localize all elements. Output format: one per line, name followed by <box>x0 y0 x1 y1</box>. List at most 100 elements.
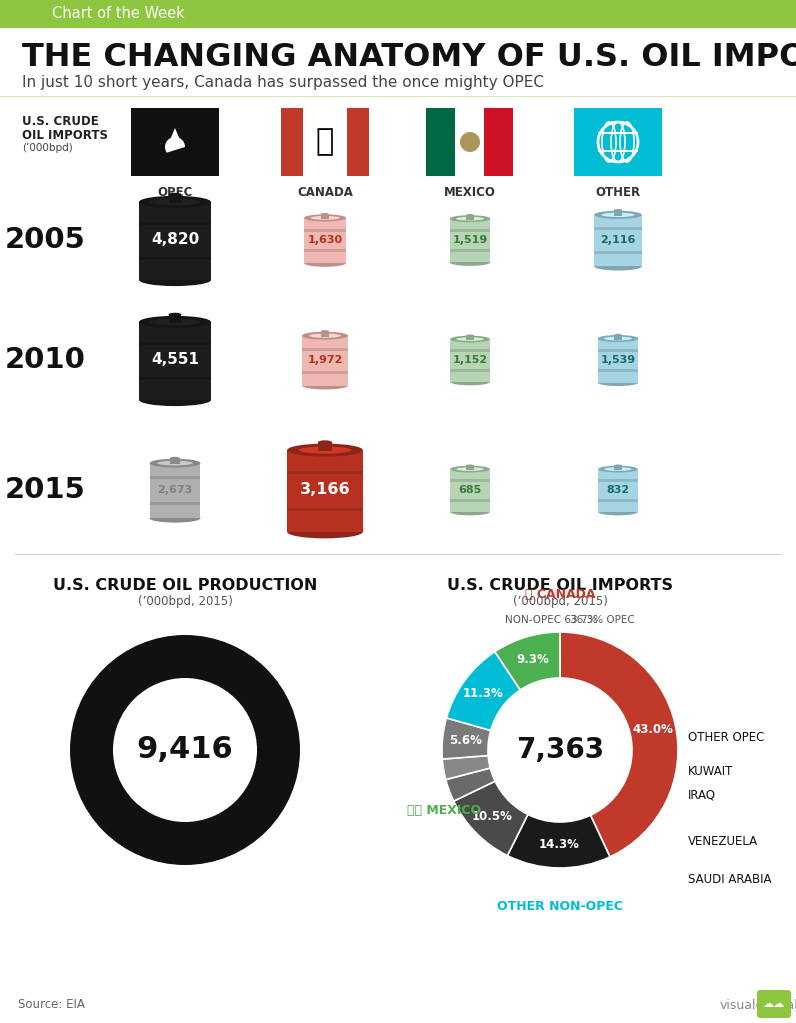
Bar <box>614 210 622 216</box>
Ellipse shape <box>466 214 474 216</box>
Bar <box>574 108 662 176</box>
Bar <box>347 108 369 176</box>
Ellipse shape <box>150 458 201 468</box>
Bar <box>598 132 638 134</box>
Bar <box>150 502 201 504</box>
Text: SAUDI ARABIA: SAUDI ARABIA <box>688 874 771 887</box>
Ellipse shape <box>460 132 480 152</box>
Text: U.S. CRUDE: U.S. CRUDE <box>22 115 99 128</box>
Ellipse shape <box>287 444 363 456</box>
Text: THE CHANGING ANATOMY OF U.S. OIL IMPORTS: THE CHANGING ANATOMY OF U.S. OIL IMPORTS <box>22 43 796 74</box>
Bar <box>598 150 638 151</box>
Text: OTHER NON-OPEC: OTHER NON-OPEC <box>497 899 623 913</box>
Ellipse shape <box>598 380 638 386</box>
Wedge shape <box>447 652 521 730</box>
Bar <box>169 194 181 203</box>
Ellipse shape <box>318 440 332 444</box>
Bar <box>615 465 622 471</box>
Bar <box>302 348 348 351</box>
Ellipse shape <box>150 514 201 523</box>
Text: 10.5%: 10.5% <box>472 810 513 824</box>
Bar <box>287 508 363 512</box>
Bar <box>150 477 201 480</box>
Bar <box>170 458 180 464</box>
Ellipse shape <box>451 379 490 386</box>
Ellipse shape <box>139 195 211 208</box>
Bar <box>322 214 329 219</box>
Text: 4,820: 4,820 <box>151 232 199 248</box>
Bar <box>0 0 796 28</box>
Text: 5.6%: 5.6% <box>449 735 482 747</box>
Bar <box>451 339 490 382</box>
Bar <box>451 349 490 352</box>
Text: U.S. CRUDE OIL PRODUCTION: U.S. CRUDE OIL PRODUCTION <box>53 578 317 592</box>
Text: KUWAIT: KUWAIT <box>688 765 733 777</box>
Ellipse shape <box>157 460 193 465</box>
Text: 14.3%: 14.3% <box>538 839 579 851</box>
Ellipse shape <box>603 337 632 341</box>
Ellipse shape <box>466 464 474 466</box>
Bar <box>455 108 484 176</box>
Text: 🇲🇽 MEXICO: 🇲🇽 MEXICO <box>407 803 481 816</box>
Bar <box>150 463 201 519</box>
Text: 1,539: 1,539 <box>600 355 635 365</box>
Ellipse shape <box>150 319 201 325</box>
Text: 1,630: 1,630 <box>307 235 342 244</box>
Wedge shape <box>454 782 528 855</box>
Ellipse shape <box>598 336 638 342</box>
Ellipse shape <box>169 313 181 316</box>
Ellipse shape <box>170 457 180 459</box>
Text: 1,519: 1,519 <box>452 235 488 244</box>
Bar <box>321 331 329 337</box>
Bar <box>318 442 332 451</box>
Text: 2,673: 2,673 <box>158 485 193 495</box>
Bar <box>466 465 474 471</box>
Polygon shape <box>167 128 183 147</box>
Text: OTHER OPEC: OTHER OPEC <box>688 730 764 744</box>
Ellipse shape <box>302 382 348 390</box>
Bar <box>450 219 490 262</box>
Circle shape <box>113 678 257 822</box>
Text: Source: EIA: Source: EIA <box>18 998 85 1012</box>
Bar <box>302 336 348 386</box>
Wedge shape <box>560 632 678 857</box>
Bar <box>451 499 490 502</box>
Text: 9,416: 9,416 <box>137 736 233 764</box>
Bar <box>598 339 638 383</box>
Text: NON-OPEC 63.7%: NON-OPEC 63.7% <box>505 615 598 625</box>
Text: U.S. CRUDE OIL IMPORTS: U.S. CRUDE OIL IMPORTS <box>447 578 673 592</box>
Wedge shape <box>442 718 490 759</box>
Circle shape <box>488 678 632 822</box>
Bar <box>169 314 181 323</box>
Ellipse shape <box>456 217 484 221</box>
Ellipse shape <box>169 192 181 196</box>
Bar <box>594 215 642 266</box>
Ellipse shape <box>139 316 211 328</box>
Bar <box>594 251 642 254</box>
Bar <box>451 470 490 512</box>
Circle shape <box>598 122 638 162</box>
Text: 832: 832 <box>607 485 630 495</box>
Text: ☁☁: ☁☁ <box>763 999 785 1009</box>
Ellipse shape <box>139 394 211 406</box>
Bar <box>599 479 638 482</box>
Wedge shape <box>507 814 610 868</box>
Text: (’000bpd, 2015): (’000bpd, 2015) <box>513 595 607 609</box>
Bar <box>304 228 346 231</box>
Ellipse shape <box>615 464 622 466</box>
Text: 36.3% OPEC: 36.3% OPEC <box>570 615 634 625</box>
Wedge shape <box>446 768 495 801</box>
Bar <box>139 377 211 381</box>
Polygon shape <box>165 137 185 152</box>
Bar <box>451 369 490 372</box>
Text: 43.0%: 43.0% <box>632 723 673 736</box>
Bar <box>0 95 796 97</box>
Bar <box>139 322 211 400</box>
Text: 1,152: 1,152 <box>452 355 488 365</box>
Ellipse shape <box>450 215 490 222</box>
Text: In just 10 short years, Canada has surpassed the once mighty OPEC: In just 10 short years, Canada has surpa… <box>22 75 544 89</box>
Bar <box>466 336 474 340</box>
Bar <box>598 349 638 352</box>
Bar <box>131 108 219 176</box>
Ellipse shape <box>456 468 484 471</box>
